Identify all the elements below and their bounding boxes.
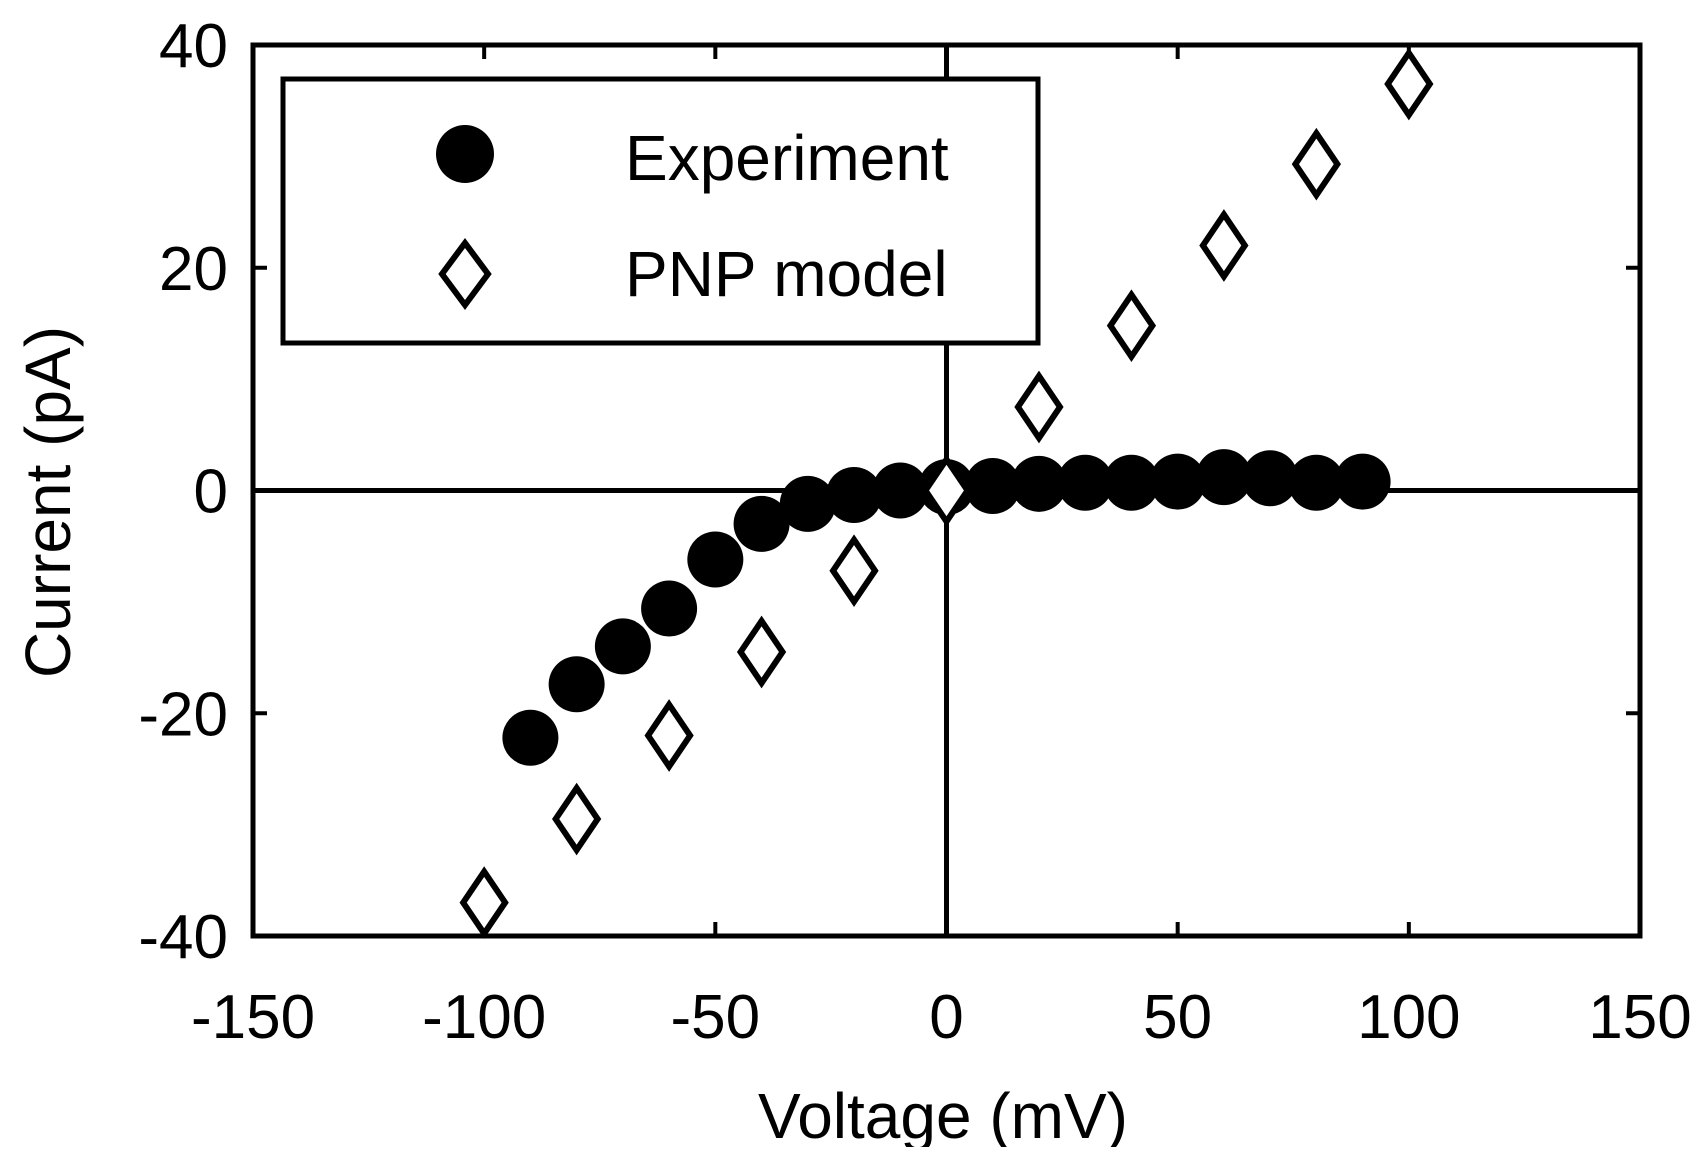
point-experiment xyxy=(733,495,790,552)
tick-labels: -150 -100 -50 0 50 100 150 -40 -20 0 20 40 xyxy=(138,12,1691,1052)
point-experiment xyxy=(826,466,883,523)
point-pnp-model xyxy=(1106,289,1157,363)
point-experiment xyxy=(594,618,651,675)
legend-marker-experiment xyxy=(436,125,494,183)
point-experiment xyxy=(1010,455,1067,512)
point-experiment xyxy=(1195,449,1252,506)
x-tick-label: 50 xyxy=(1143,983,1212,1052)
y-tick-label: 40 xyxy=(159,12,228,81)
point-experiment xyxy=(872,462,929,519)
data-points xyxy=(459,47,1434,939)
plot-frame xyxy=(250,42,1643,939)
x-tick-label: -100 xyxy=(422,983,546,1052)
point-experiment xyxy=(1057,454,1114,511)
x-tick-label: 150 xyxy=(1588,983,1691,1052)
point-experiment xyxy=(687,531,744,588)
point-experiment xyxy=(502,709,559,766)
point-experiment xyxy=(964,458,1021,515)
x-axis-title: Voltage (mV) xyxy=(758,1080,1128,1147)
point-pnp-model xyxy=(552,782,602,856)
y-tick-label: -20 xyxy=(138,680,228,749)
y-tick-label: 0 xyxy=(194,458,228,527)
point-experiment xyxy=(1149,453,1206,510)
point-experiment xyxy=(779,475,836,532)
point-pnp-model xyxy=(736,615,787,689)
legend-label-experiment: Experiment xyxy=(625,122,949,194)
y-tick-label: -40 xyxy=(138,903,228,972)
legend-marker-pnp-model xyxy=(438,237,492,311)
point-pnp-model xyxy=(829,534,879,608)
point-experiment xyxy=(1288,454,1345,511)
point-pnp-model xyxy=(644,699,694,772)
x-tick-label: -150 xyxy=(191,983,315,1052)
legend-box xyxy=(280,76,1041,346)
point-experiment xyxy=(1242,450,1299,507)
legend: Experiment PNP model xyxy=(280,76,1041,346)
legend-label-pnp-model: PNP model xyxy=(625,238,948,310)
point-experiment xyxy=(1103,454,1160,511)
point-pnp-model xyxy=(459,866,509,939)
point-pnp-model xyxy=(1199,209,1249,282)
point-pnp-model xyxy=(921,454,972,527)
x-tick-label: 100 xyxy=(1357,983,1460,1052)
point-pnp-model xyxy=(1014,370,1064,444)
x-tick-label: 0 xyxy=(929,983,963,1052)
x-tick-label: -50 xyxy=(671,983,761,1052)
y-axis-title: Current (pA) xyxy=(12,326,84,678)
point-pnp-model xyxy=(1384,47,1434,121)
point-experiment xyxy=(641,580,698,637)
point-experiment xyxy=(1334,453,1391,510)
y-tick-label: 20 xyxy=(159,235,228,304)
point-experiment xyxy=(548,656,605,713)
point-pnp-model xyxy=(1291,127,1341,201)
